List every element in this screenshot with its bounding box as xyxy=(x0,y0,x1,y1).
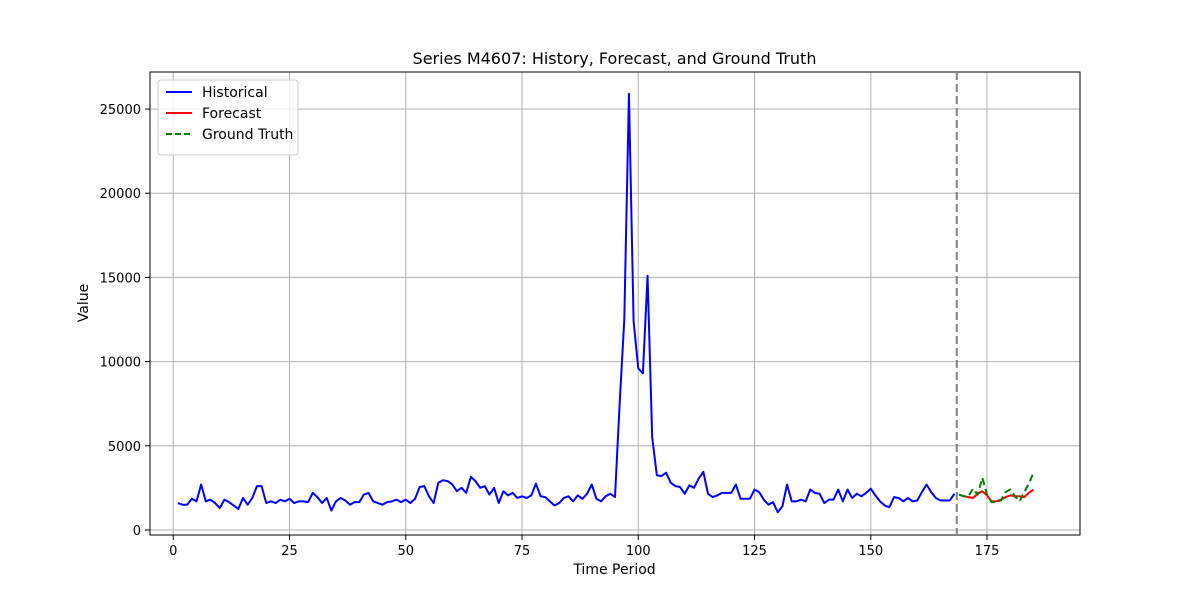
series-lines xyxy=(177,92,1035,514)
x-tick-label: 0 xyxy=(169,544,177,559)
chart-title: Series M4607: History, Forecast, and Gro… xyxy=(413,49,817,68)
x-tick-label: 25 xyxy=(281,544,298,559)
legend-label: Ground Truth xyxy=(202,127,293,143)
y-tick-label: 0 xyxy=(133,524,141,539)
y-tick-label: 15000 xyxy=(100,271,141,286)
x-tick-label: 150 xyxy=(858,544,883,559)
x-tick-label: 100 xyxy=(626,544,651,559)
y-tick-label: 10000 xyxy=(100,356,141,371)
x-axis-label: Time Period xyxy=(572,562,655,578)
y-tick-label: 20000 xyxy=(100,187,141,202)
legend-label: Historical xyxy=(202,85,268,101)
y-axis-label: Value xyxy=(76,284,92,322)
x-tick-label: 75 xyxy=(514,544,531,559)
series-line-historical xyxy=(177,92,956,514)
x-tick-label: 125 xyxy=(742,544,767,559)
legend: Historical Forecast Ground Truth xyxy=(157,79,299,156)
y-tick-label: 25000 xyxy=(100,103,141,118)
x-tick-label: 175 xyxy=(975,544,1000,559)
y-tick-label: 5000 xyxy=(108,440,141,455)
plot-frame xyxy=(149,71,1081,536)
grid xyxy=(150,72,1080,535)
axes: 0 25 50 75 100 125 150 175 0 5000 10000 15000 20000 2… xyxy=(100,71,1081,559)
legend-box xyxy=(157,79,299,156)
x-tick-label: 50 xyxy=(397,544,414,559)
legend-label: Forecast xyxy=(202,106,262,122)
series-line-ground-truth xyxy=(958,472,1035,504)
